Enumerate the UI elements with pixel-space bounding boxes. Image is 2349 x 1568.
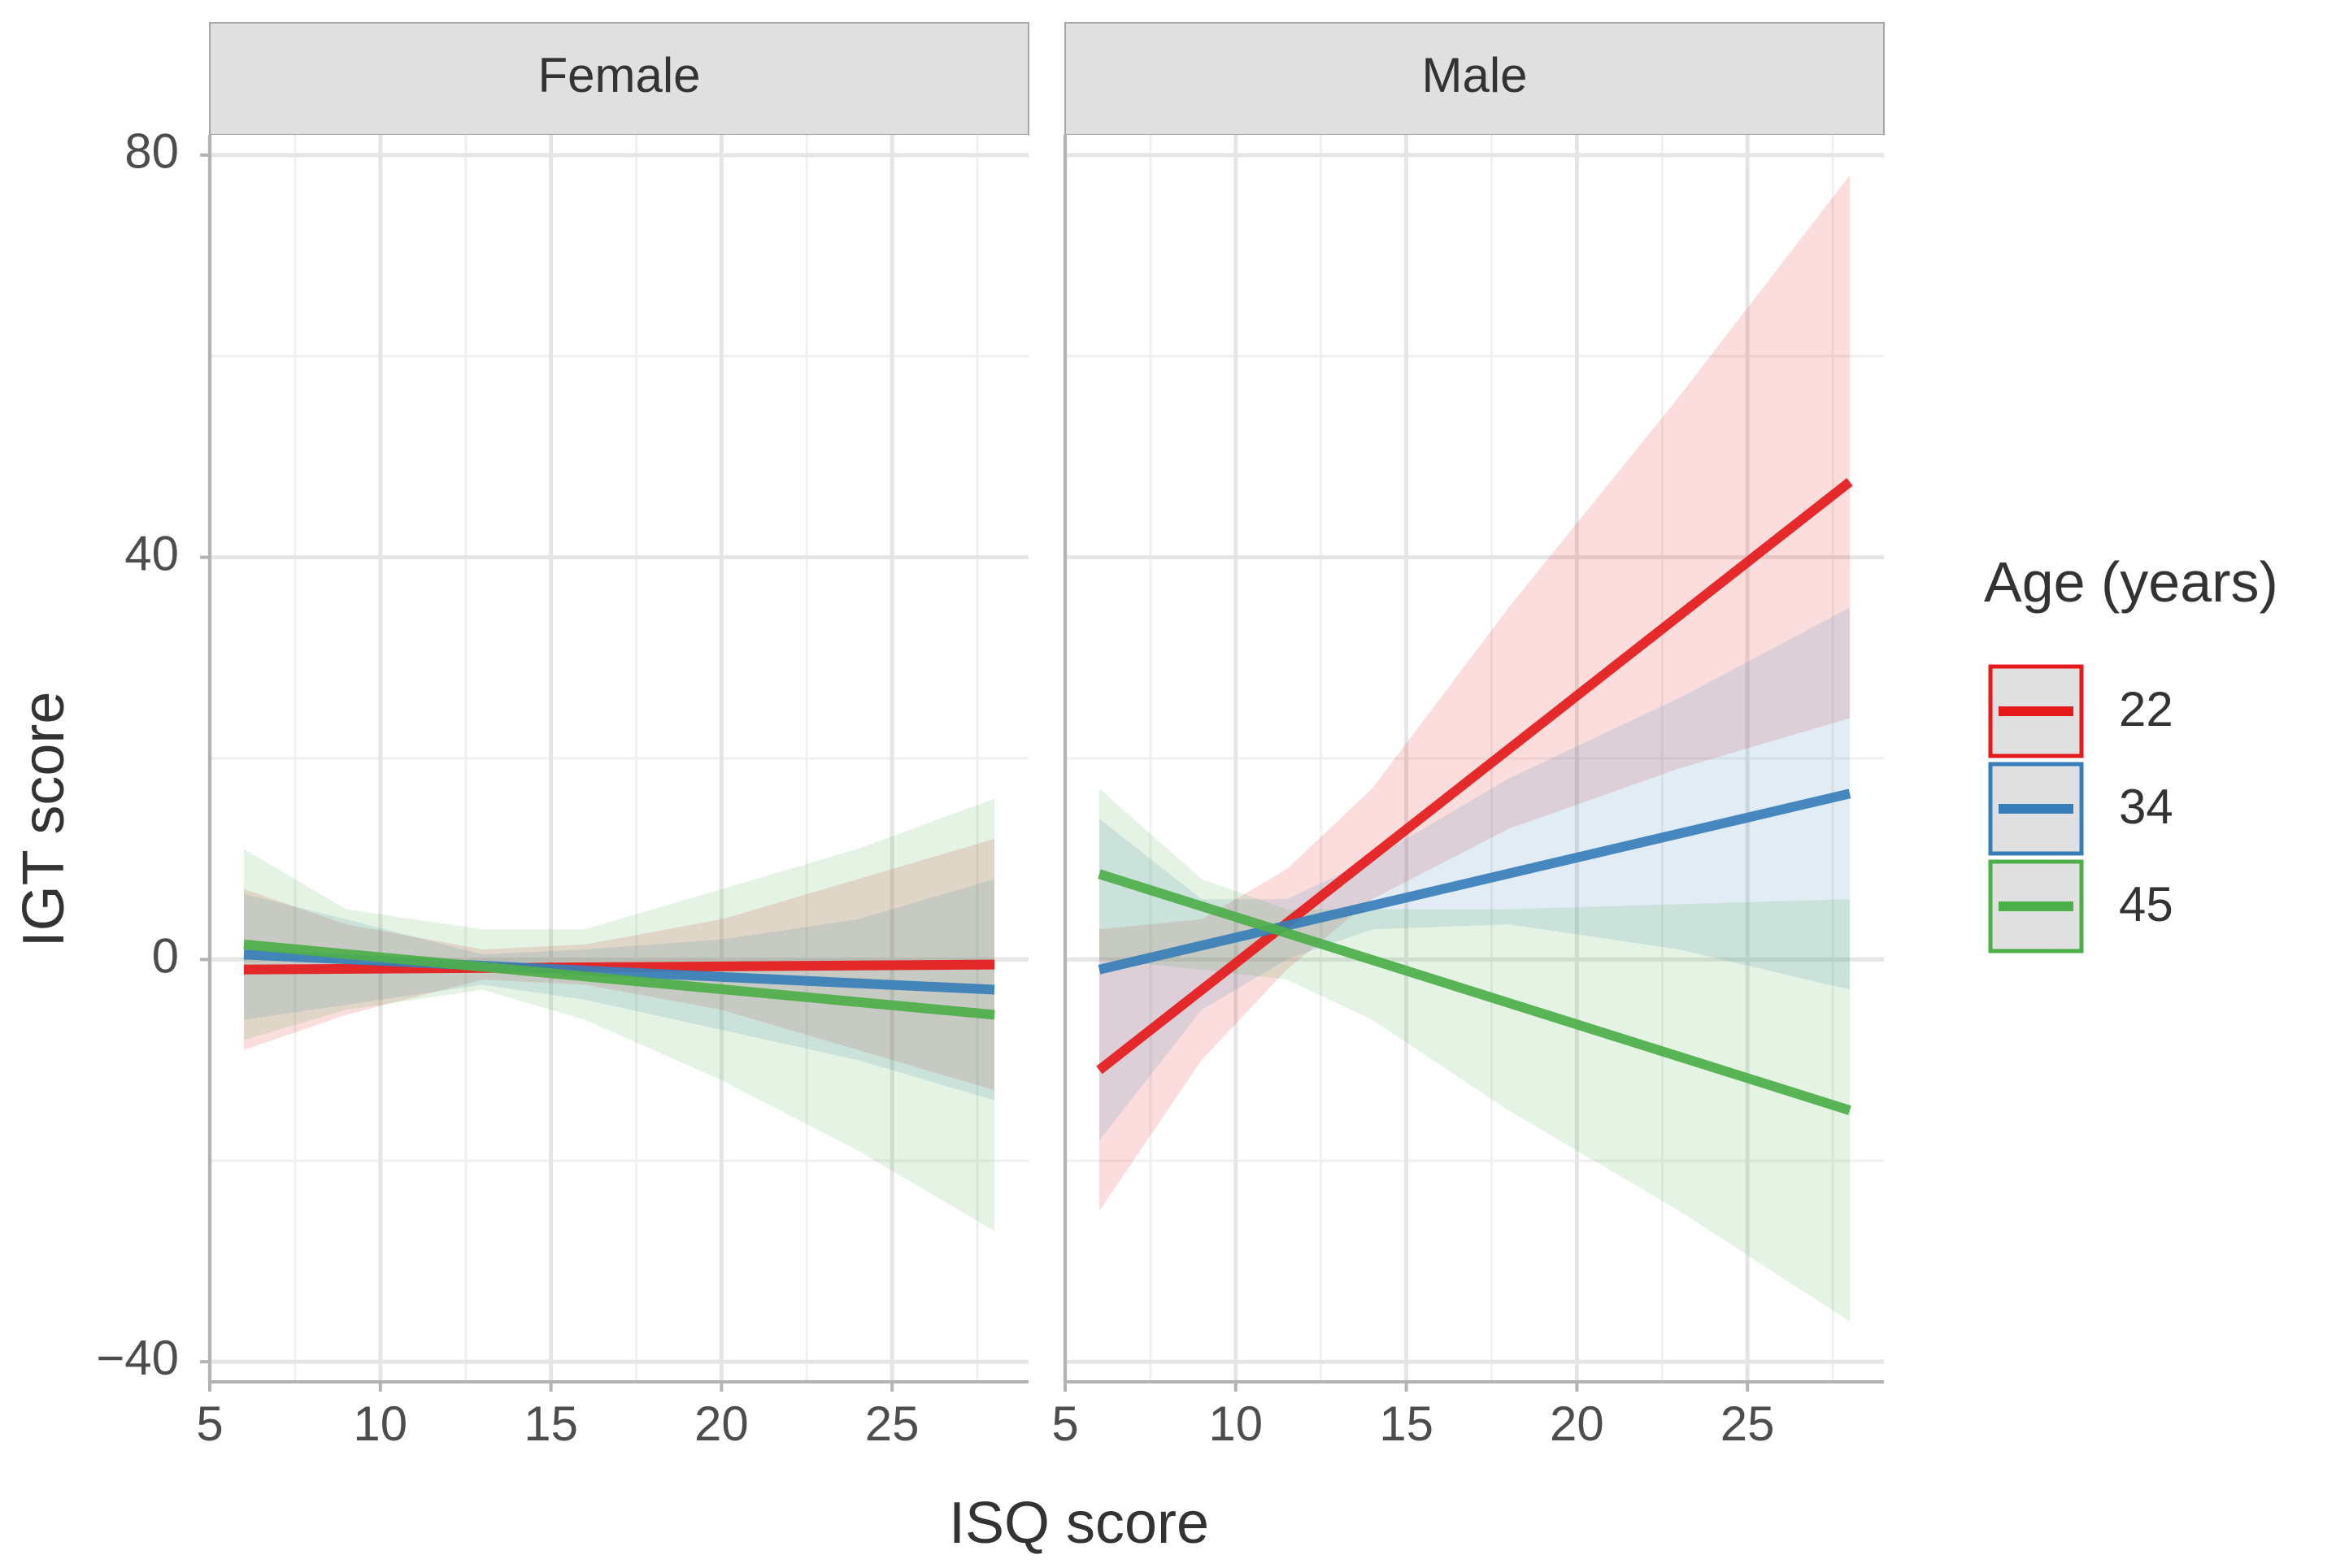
y-tick-label: 0 xyxy=(152,928,179,983)
x-axis-title: ISQ score xyxy=(949,1491,1209,1556)
legend-label-34: 34 xyxy=(2119,780,2173,834)
legend-label-22: 22 xyxy=(2119,682,2173,736)
regression-line-45 xyxy=(1098,869,1851,1115)
x-tick-label: 15 xyxy=(1379,1396,1433,1451)
legend: Age (years) 22 34 45 xyxy=(1984,550,2278,953)
confidence-band-34 xyxy=(1098,607,1851,1141)
x-tick-label: 10 xyxy=(353,1396,407,1451)
panel-male-strip: Male xyxy=(1064,22,1885,136)
regression-line-45 xyxy=(243,939,995,1020)
x-tick-label: 25 xyxy=(865,1396,920,1451)
y-tick-label: 40 xyxy=(124,526,179,580)
x-tick-label: 15 xyxy=(524,1396,578,1451)
panel-female-strip: Female xyxy=(209,22,1029,136)
panel-female-plot xyxy=(207,135,1029,1383)
x-tick-label: 20 xyxy=(1550,1396,1604,1451)
y-tick-label: 80 xyxy=(124,124,179,179)
legend-title: Age (years) xyxy=(1984,550,2278,614)
x-tick-label: 5 xyxy=(1051,1396,1078,1451)
y-axis: −40 0 40 80 xyxy=(96,124,210,1385)
regression-line-22 xyxy=(1096,478,1853,1075)
x-tick-label: 25 xyxy=(1720,1396,1775,1451)
confidence-band-22 xyxy=(1098,175,1851,1211)
confidence-band-45 xyxy=(243,798,995,1231)
x-tick-label: 5 xyxy=(196,1396,223,1451)
y-tick-label: −40 xyxy=(96,1331,179,1385)
confidence-band-34 xyxy=(243,879,995,1101)
y-axis-title: IGT score xyxy=(11,692,76,948)
panel-male-label: Male xyxy=(1421,48,1527,102)
panel-female-label: Female xyxy=(537,48,700,102)
x-axis: 5 10 15 20 25 5 10 15 20 25 xyxy=(196,1382,1775,1451)
x-tick-label: 20 xyxy=(694,1396,749,1451)
regression-line-22 xyxy=(243,959,995,975)
regression-line-34 xyxy=(1098,788,1851,975)
x-tick-label: 10 xyxy=(1208,1396,1263,1451)
panel-male-plot xyxy=(1063,135,1884,1383)
legend-label-45: 45 xyxy=(2119,877,2173,932)
